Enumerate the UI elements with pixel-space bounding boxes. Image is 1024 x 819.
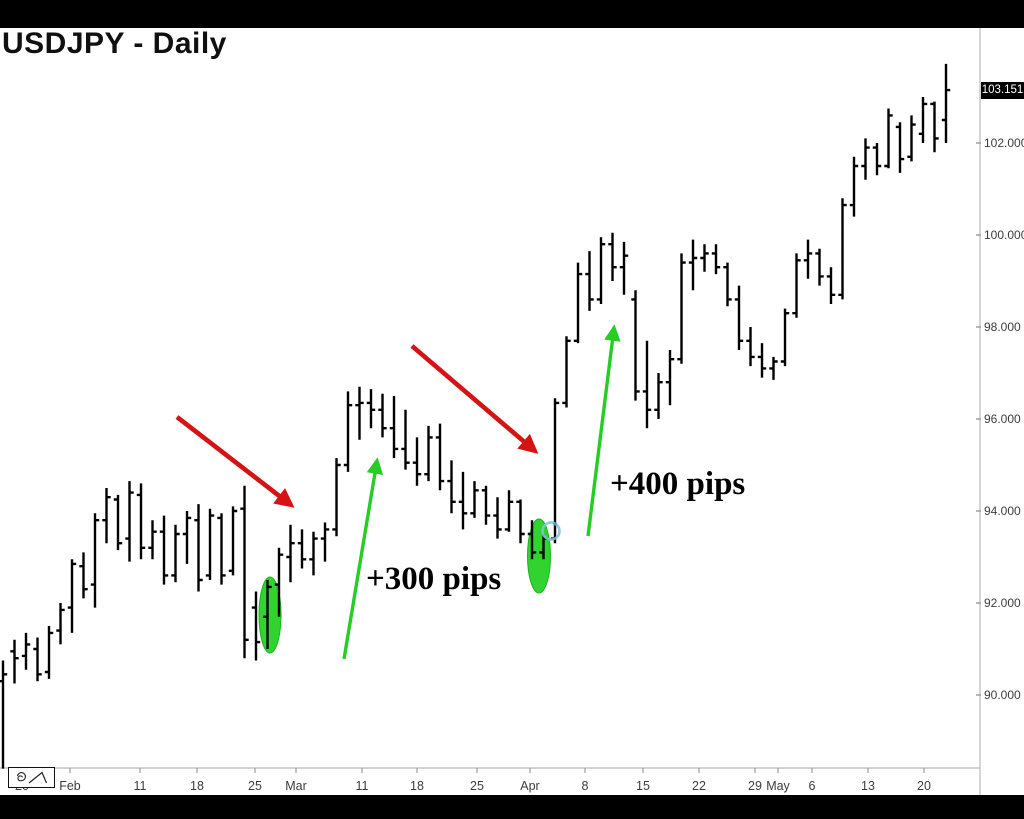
drawn-arrows[interactable] — [175, 324, 621, 660]
date-axis-label: 22 — [692, 779, 706, 793]
price-axis[interactable]: 102.000 100.000 98.000 96.000 94.000 92.000 90… — [976, 136, 1024, 702]
date-axis-label: 8 — [582, 779, 589, 793]
axis-lines — [0, 28, 981, 795]
top-letterbox-band — [0, 0, 1024, 28]
logo-triangle-icon — [28, 771, 48, 784]
cursor-ring-icon — [541, 521, 561, 541]
date-axis-label: 18 — [410, 779, 424, 793]
date-axis-label: 20 — [917, 779, 931, 793]
date-axis-label: Feb — [59, 779, 81, 793]
price-axis-label: 96.000 — [984, 412, 1021, 426]
date-axis[interactable]: 20Feb111825Mar111825Apr8152229May61320 — [15, 768, 931, 793]
move2-pips-annotation[interactable]: +400 pips — [610, 466, 746, 502]
price-bars-layer[interactable] — [0, 63, 951, 769]
bottom-letterbox-band — [0, 795, 1024, 819]
date-axis-label: 11 — [134, 779, 147, 793]
date-axis-label: 15 — [636, 779, 650, 793]
price-axis-label: 92.000 — [984, 596, 1021, 610]
price-axis-label: 102.000 — [984, 136, 1024, 150]
date-axis-label: May — [766, 779, 790, 793]
price-axis-label: 98.000 — [984, 320, 1021, 334]
price-axis-label: 90.000 — [984, 688, 1021, 702]
date-axis-label: 18 — [190, 779, 204, 793]
logo-scribble-icon — [16, 772, 26, 782]
up-move-green-arrow — [586, 324, 621, 537]
ohlc-bars — [0, 63, 951, 769]
date-axis-label: 6 — [809, 779, 816, 793]
platform-logo-box — [8, 767, 55, 788]
date-axis-label: 25 — [248, 779, 262, 793]
date-axis-label: Mar — [285, 779, 307, 793]
down-move-red-arrow — [175, 415, 295, 508]
date-axis-label: 13 — [861, 779, 875, 793]
move1-pips-annotation[interactable]: +300 pips — [366, 561, 502, 597]
date-axis-label: 29 — [748, 779, 762, 793]
up-move-green-arrow — [342, 457, 384, 660]
down-move-red-arrow — [410, 344, 539, 454]
price-axis-label: 100.000 — [984, 228, 1024, 242]
last-price-badge: 103.151 — [981, 82, 1024, 99]
chart-title: USDJPY - Daily — [2, 27, 227, 60]
reversal-highlight-ellipse — [258, 576, 282, 654]
date-axis-label: 25 — [470, 779, 484, 793]
date-axis-label: 11 — [356, 779, 369, 793]
date-axis-label: Apr — [520, 779, 539, 793]
price-axis-label: 94.000 — [984, 504, 1021, 518]
